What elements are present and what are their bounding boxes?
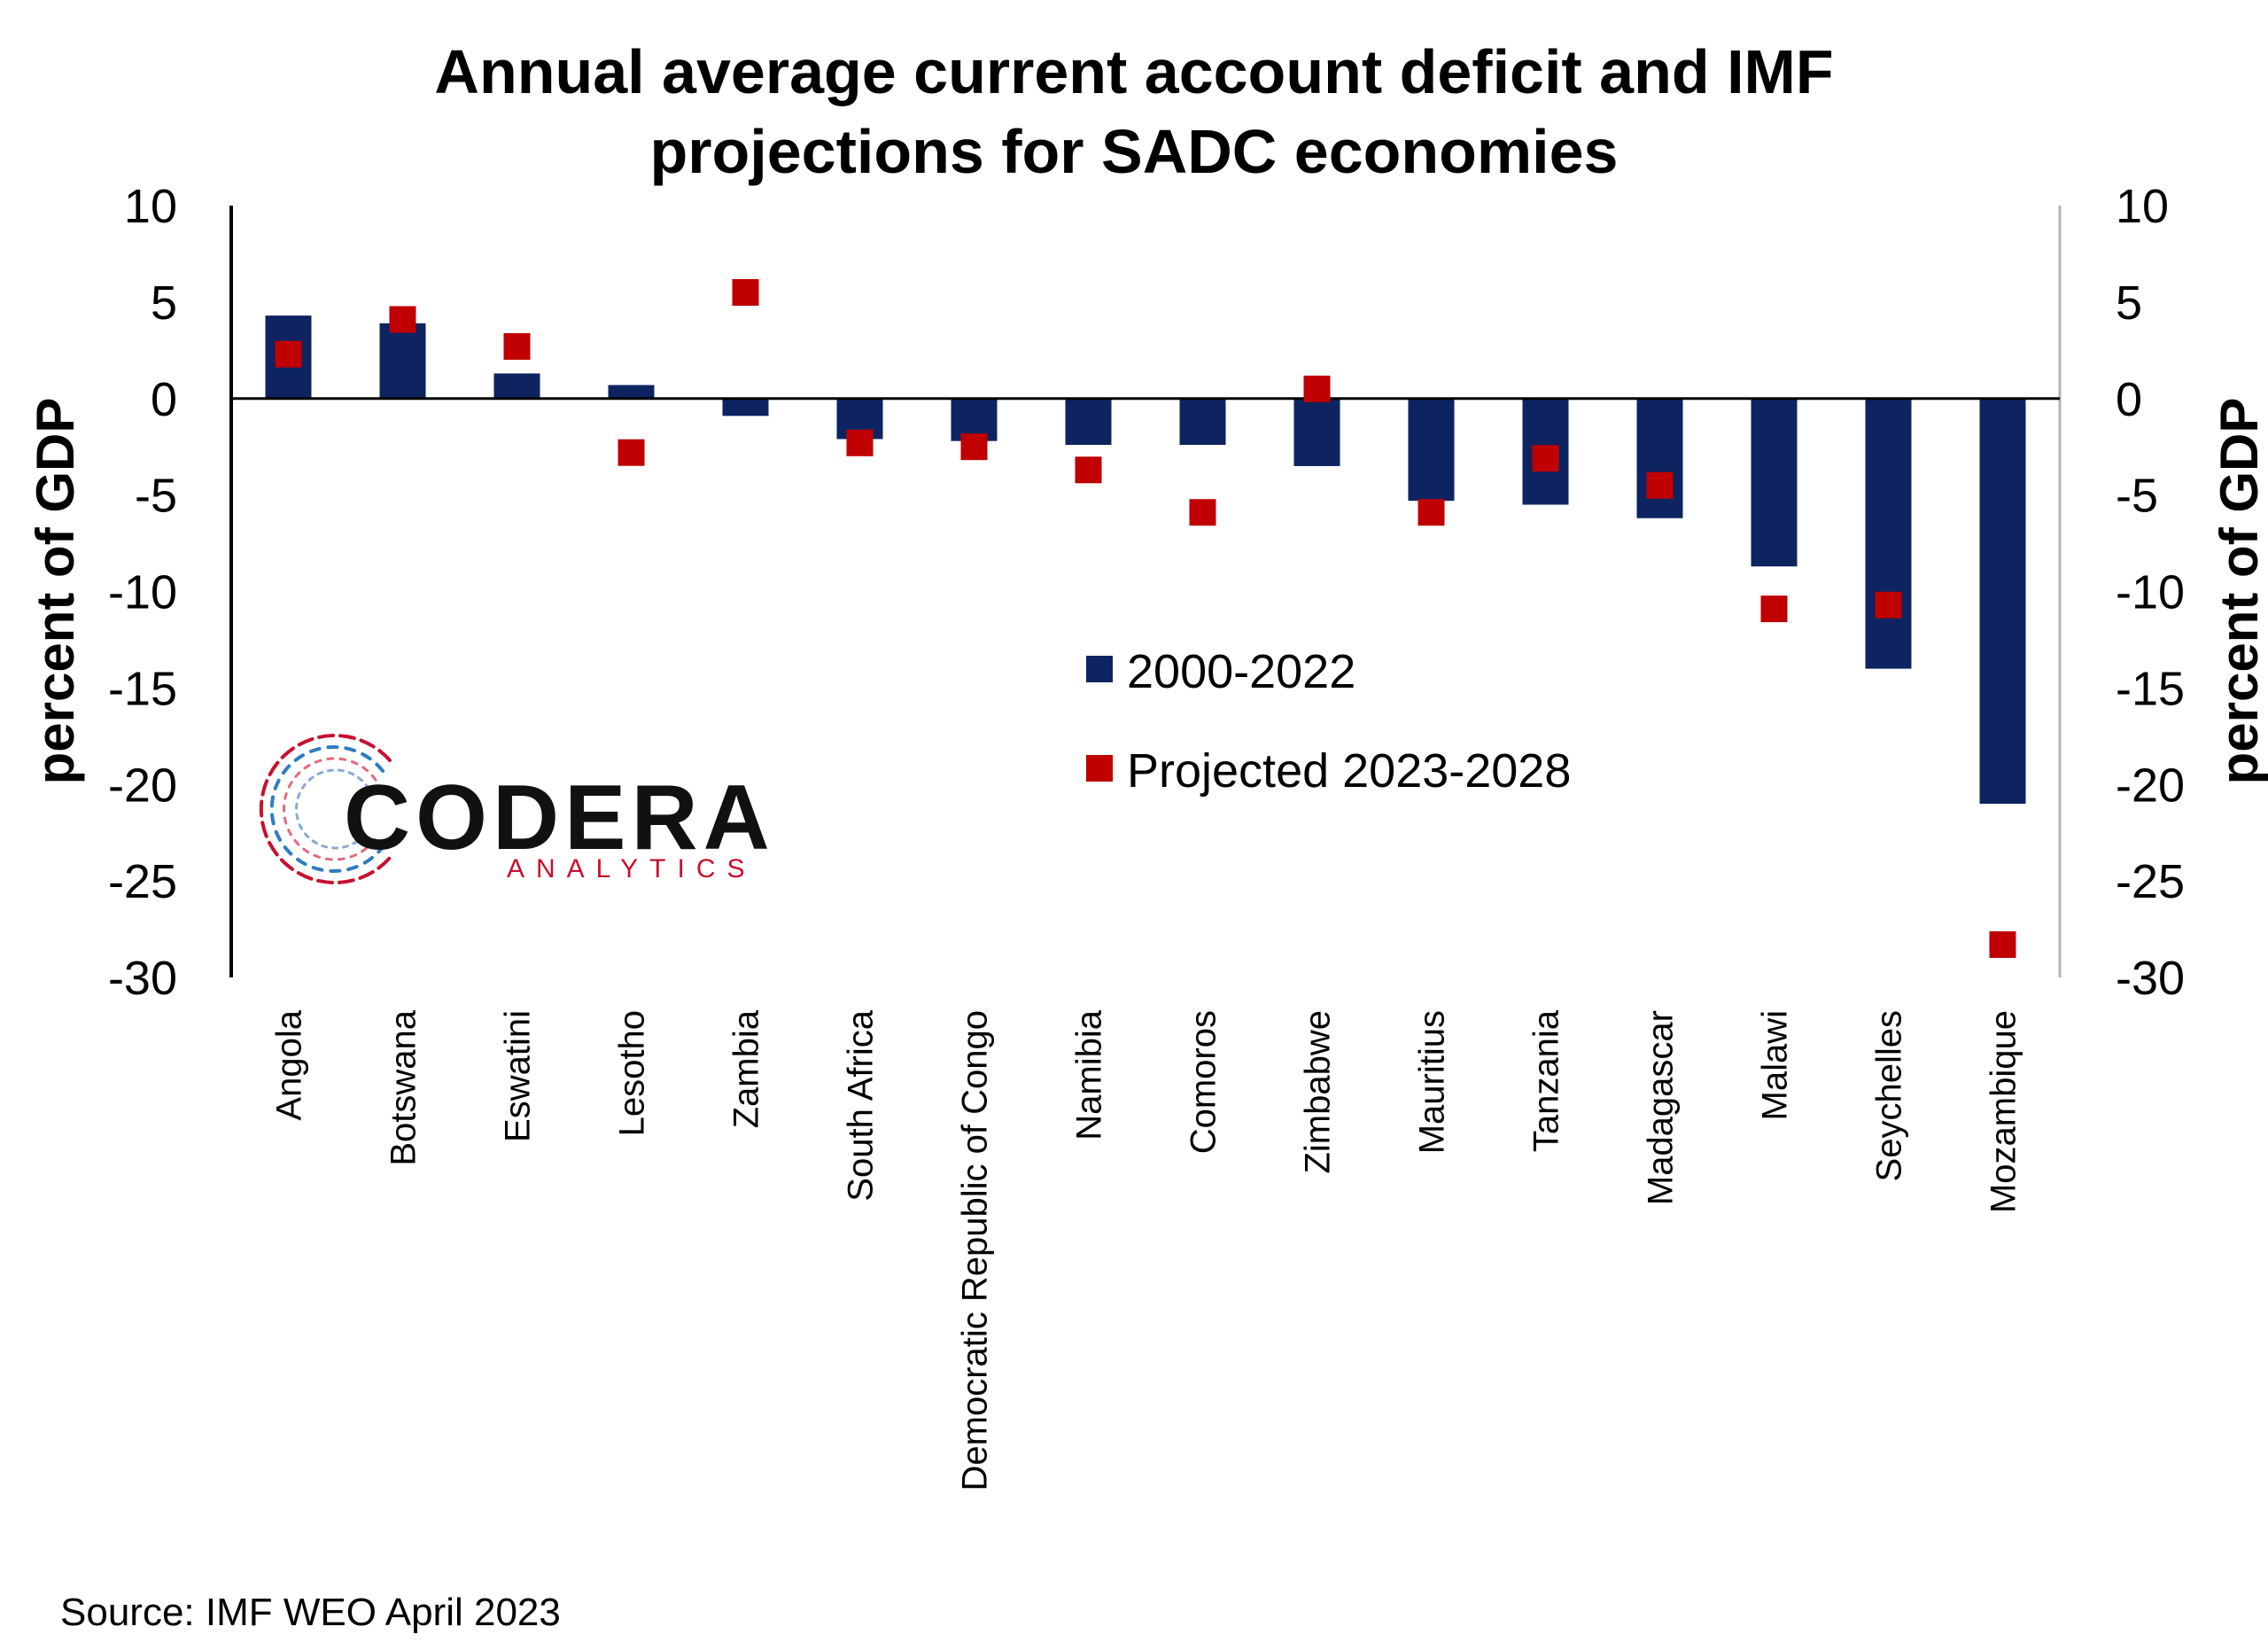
- left-tick-label: 5: [151, 276, 177, 330]
- logo-arc-icon: [259, 734, 392, 884]
- category-label: Zambia: [727, 1009, 766, 1128]
- bar-seychelles: [1865, 398, 1912, 669]
- category-label: Comoros: [1184, 1010, 1223, 1154]
- legend: 2000-2022 Projected 2023-2028: [1086, 645, 1571, 798]
- category-label: Tanzania: [1527, 1009, 1566, 1152]
- left-tick-label: -5: [135, 470, 177, 523]
- right-tick-label: -30: [2116, 952, 2185, 1005]
- bar-namibia: [1065, 398, 1112, 446]
- marker-eswatini: [503, 332, 531, 360]
- bar-botswana: [379, 323, 426, 399]
- right-tick-labels: 10 5 0 -5 -10 -15 -20 -25 -30: [2116, 180, 2185, 1005]
- logo-wordmark: CODERA: [344, 767, 775, 869]
- legend-swatch-marker: [1086, 755, 1113, 782]
- category-label: Zimbabwe: [1299, 1010, 1338, 1174]
- left-tick-label: 0: [151, 373, 177, 426]
- marker-mozambique: [1989, 930, 2016, 958]
- bar-comoros: [1179, 398, 1226, 446]
- category-label: Mozambique: [1984, 1010, 2023, 1213]
- marker-botswana: [389, 306, 416, 333]
- category-label: Madagascar: [1642, 1010, 1681, 1205]
- marker-angola: [275, 340, 302, 368]
- left-tick-labels: 10 5 0 -5 -10 -15 -20 -25 -30: [108, 180, 177, 1005]
- legend-label-bar: 2000-2022: [1127, 645, 1355, 698]
- right-tick-label: 5: [2116, 276, 2142, 330]
- marker-seychelles: [1875, 591, 1902, 619]
- left-tick-label: -20: [108, 759, 177, 812]
- left-axis-title: percent of GDP: [26, 398, 85, 785]
- right-tick-label: -10: [2116, 566, 2185, 619]
- marker-zambia: [732, 278, 759, 306]
- bar-mauritius: [1408, 398, 1455, 502]
- marker-democratic-republic-of-congo: [960, 433, 988, 461]
- bar-malawi: [1751, 398, 1798, 567]
- left-tick-label: -25: [108, 855, 177, 908]
- legend-label-marker: Projected 2023-2028: [1127, 744, 1571, 798]
- category-label: Lesotho: [613, 1010, 652, 1136]
- left-tick-label: -15: [108, 662, 177, 715]
- marker-namibia: [1075, 456, 1102, 484]
- right-tick-label: -5: [2116, 470, 2158, 523]
- category-label: Botswana: [384, 1009, 423, 1165]
- category-label: Democratic Republic of Congo: [956, 1010, 995, 1490]
- right-tick-label: 0: [2116, 373, 2142, 426]
- marker-lesotho: [617, 439, 645, 466]
- marker-zimbabwe: [1303, 375, 1331, 402]
- category-label: Eswatini: [499, 1010, 538, 1142]
- bar-series: [265, 315, 2026, 805]
- right-axis-title: percent of GDP: [2210, 398, 2268, 785]
- marker-mauritius: [1418, 499, 1445, 526]
- left-tick-label: 10: [124, 180, 177, 233]
- marker-tanzania: [1532, 445, 1559, 472]
- bar-zimbabwe: [1293, 398, 1340, 466]
- right-tick-label: 10: [2116, 180, 2169, 233]
- right-tick-label: -20: [2116, 759, 2185, 812]
- category-label: South Africa: [842, 1009, 881, 1201]
- bar-madagascar: [1636, 398, 1683, 518]
- category-label: Malawi: [1756, 1010, 1795, 1120]
- left-tick-label: -10: [108, 566, 177, 619]
- legend-swatch-bar: [1086, 656, 1113, 682]
- chart-title-line-1: Annual average current account deficit a…: [434, 37, 1833, 106]
- marker-malawi: [1760, 595, 1788, 623]
- category-label: Namibia: [1070, 1009, 1109, 1140]
- chart-title-line-2: projections for SADC economies: [650, 117, 1619, 186]
- source-note: Source: IMF WEO April 2023: [60, 1591, 561, 1634]
- bar-lesotho: [608, 385, 655, 399]
- marker-comoros: [1189, 499, 1216, 526]
- logo-subtitle: ANALYTICS: [507, 854, 757, 883]
- marker-south-africa: [846, 429, 874, 456]
- right-tick-label: -15: [2116, 662, 2185, 715]
- category-label: Seychelles: [1870, 1010, 1909, 1181]
- marker-madagascar: [1646, 471, 1674, 499]
- category-labels: Angola Botswana Eswatini Lesotho Zambia South…: [270, 1009, 2023, 1490]
- right-tick-label: -25: [2116, 855, 2185, 908]
- left-tick-label: -30: [108, 952, 177, 1005]
- marker-series: [275, 278, 2016, 958]
- category-label: Angola: [270, 1009, 309, 1120]
- bar-zambia: [722, 398, 769, 416]
- category-label: Mauritius: [1413, 1010, 1452, 1154]
- bar-mozambique: [1979, 398, 2026, 805]
- bar-eswatini: [493, 373, 540, 399]
- codera-logo: CODERA ANALYTICS: [259, 734, 775, 884]
